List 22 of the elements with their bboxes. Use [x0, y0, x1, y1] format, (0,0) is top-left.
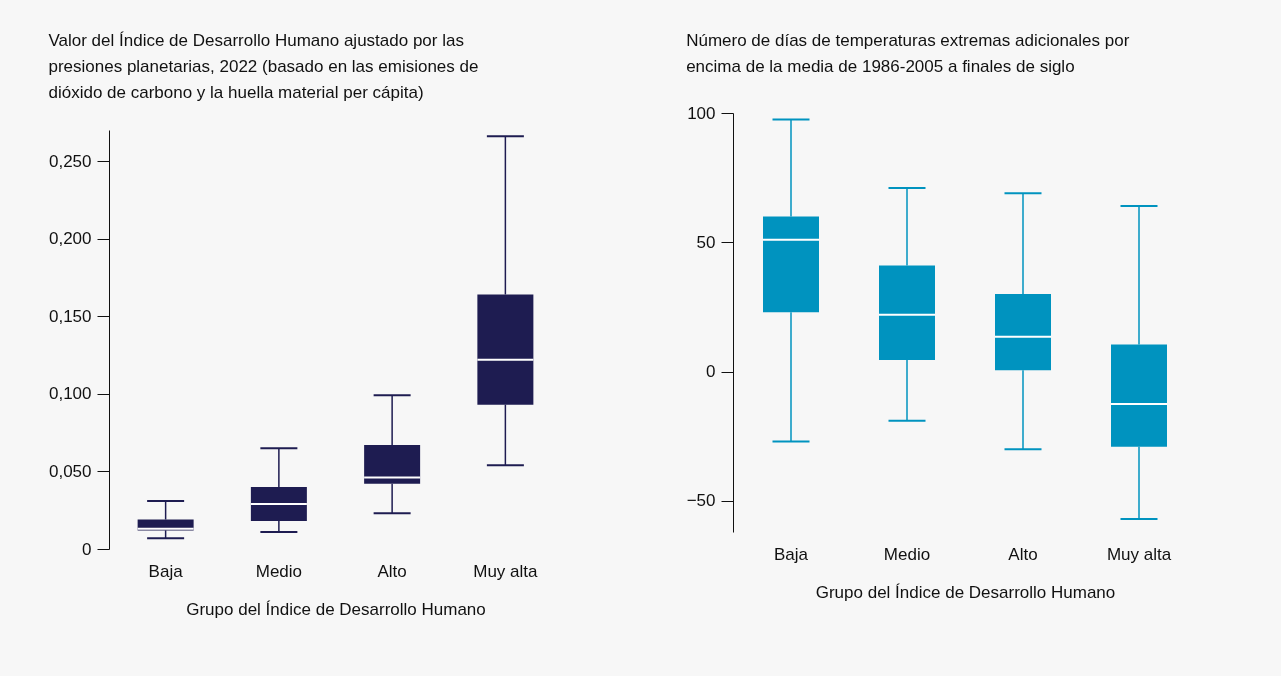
- x-tick-label: Muy alta: [1106, 544, 1172, 564]
- x-tick-label: Muy alta: [473, 561, 539, 581]
- y-tick-label: 0,200: [48, 229, 92, 249]
- x-axis-title: Grupo del Índice de Desarrollo Humano: [186, 599, 486, 619]
- y-tick-label: 0,050: [48, 461, 92, 481]
- x-tick-label: Alto: [377, 561, 407, 581]
- y-tick-label: 100: [687, 103, 716, 123]
- y-tick-label: 0: [82, 539, 92, 559]
- y-tick-label: 0: [706, 362, 716, 382]
- y-tick-label: 50: [696, 232, 716, 252]
- chart-title: Número de días de temperaturas extremas adicionales por encima de la media de 1986-2005 a finales de siglo: [686, 31, 1130, 76]
- x-tick-label: Medio: [255, 561, 303, 581]
- x-tick-label: Alto: [1008, 544, 1038, 564]
- x-tick-label: Baja: [148, 561, 184, 581]
- y-tick-label: 0,250: [48, 151, 92, 171]
- y-tick-label: 0,150: [48, 306, 92, 326]
- y-tick-label: −50: [686, 491, 716, 511]
- y-tick-label: 0,100: [48, 384, 92, 404]
- x-tick-label: Baja: [773, 544, 809, 564]
- x-tick-label: Medio: [883, 544, 931, 564]
- x-axis-title: Grupo del Índice de Desarrollo Humano: [815, 582, 1116, 602]
- chart-title: Valor del Índice de Desarrollo Humano ajustado por las presiones planetarias, 2022 (basado en las emisiones de dióxido de carbono y la huella material per cápita): [48, 31, 479, 102]
